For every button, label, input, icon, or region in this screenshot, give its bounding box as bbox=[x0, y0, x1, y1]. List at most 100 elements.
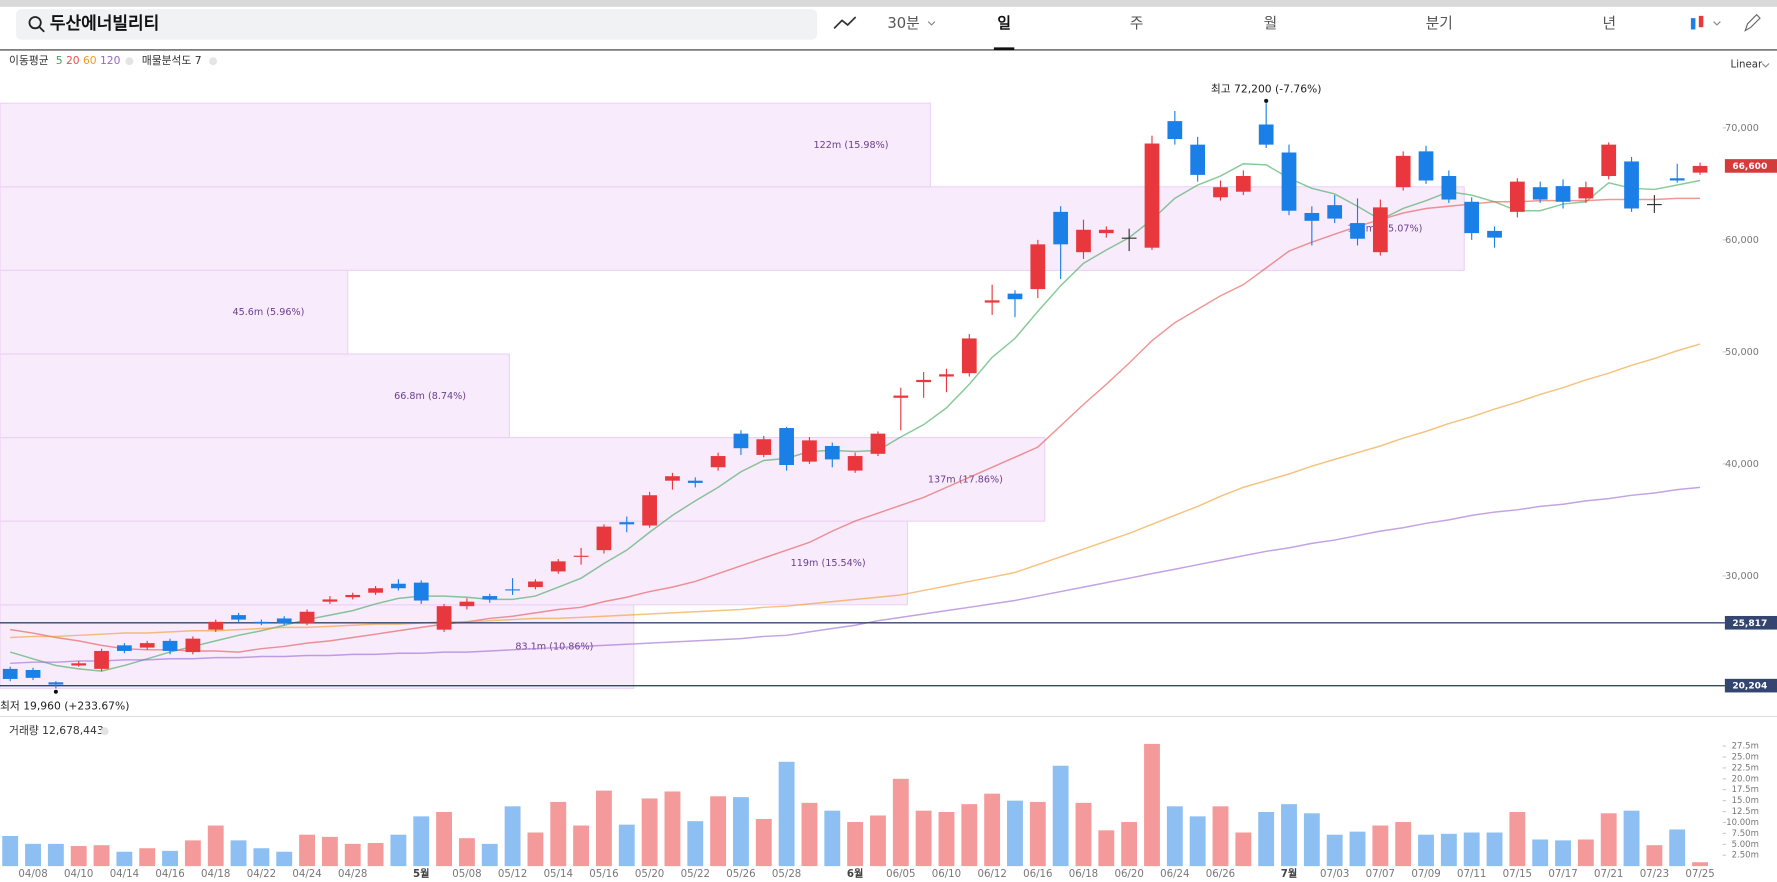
volume-bar bbox=[1509, 811, 1526, 867]
volume-bar bbox=[1303, 813, 1320, 867]
candle-body bbox=[1464, 201, 1480, 234]
x-tick-label: 07/23 bbox=[1640, 869, 1669, 880]
volume-bar bbox=[1121, 822, 1138, 867]
volume-bar bbox=[1577, 839, 1594, 867]
volume-bar bbox=[961, 804, 978, 867]
volume-label: 거래량 12,678,443 bbox=[9, 724, 104, 737]
volume-bar bbox=[93, 845, 110, 867]
volume-bar bbox=[733, 797, 749, 867]
candle-body bbox=[2, 668, 18, 679]
volume-bar bbox=[139, 848, 156, 867]
candle-body bbox=[1647, 204, 1662, 206]
candle-body bbox=[185, 638, 201, 653]
candle-body bbox=[1007, 293, 1023, 300]
volume-bar bbox=[116, 851, 133, 867]
y-tick-label: 70,000 bbox=[1725, 123, 1759, 134]
period-tab[interactable]: 일 bbox=[997, 15, 1011, 32]
candle-body bbox=[1532, 187, 1548, 200]
x-tick-label: 7월 bbox=[1281, 867, 1297, 880]
x-tick-label: 05/20 bbox=[635, 869, 664, 880]
profile-value-label: 119m (15.54%) bbox=[791, 558, 866, 569]
candle-body bbox=[299, 611, 315, 623]
volume-tick-label: 22.5m bbox=[1732, 763, 1759, 773]
interval-select[interactable]: 30분 bbox=[887, 15, 919, 32]
candle-body bbox=[1258, 124, 1274, 145]
x-tick-label: 05/26 bbox=[726, 869, 755, 880]
draw-icon[interactable] bbox=[1744, 13, 1761, 32]
volume-bar bbox=[458, 838, 475, 867]
extreme-annotation: 최고 72,200 (-7.76%) bbox=[1211, 83, 1322, 96]
volume-bar bbox=[1235, 832, 1252, 867]
candle-body bbox=[1350, 223, 1365, 239]
candle-body bbox=[117, 645, 132, 651]
volume-bar bbox=[413, 816, 430, 867]
volume-bar bbox=[1555, 840, 1571, 867]
volume-tick-label: 5.00m bbox=[1732, 840, 1759, 850]
candle-body bbox=[94, 650, 109, 669]
candle-body bbox=[1692, 165, 1708, 173]
candle-body bbox=[505, 589, 520, 591]
candle-body bbox=[231, 615, 246, 620]
volume-tick-label: 25.0m bbox=[1732, 752, 1759, 762]
remove-icon bbox=[125, 57, 134, 66]
x-tick-label: 06/18 bbox=[1069, 869, 1098, 880]
period-tab[interactable]: 월 bbox=[1264, 15, 1278, 32]
candle-body bbox=[413, 582, 429, 601]
x-tick-label: 05/12 bbox=[498, 869, 527, 880]
volume-bar bbox=[1532, 839, 1549, 867]
period-tab[interactable]: 분기 bbox=[1426, 15, 1453, 32]
candle-body bbox=[1418, 151, 1434, 181]
volume-bar bbox=[1189, 816, 1206, 867]
x-tick-label: 07/21 bbox=[1594, 869, 1623, 880]
candle-body bbox=[322, 599, 338, 602]
profile-value-label: 122m (15.98%) bbox=[814, 140, 889, 151]
x-tick-label: 04/24 bbox=[292, 869, 321, 880]
moving-average-line bbox=[10, 486, 1701, 665]
volume-bar bbox=[1098, 830, 1115, 867]
legend-entry: 20 bbox=[66, 54, 80, 67]
candle-body bbox=[893, 395, 909, 398]
candle-body bbox=[1624, 161, 1639, 209]
candle-body bbox=[48, 682, 64, 685]
candle-body bbox=[573, 555, 589, 557]
profile-value-label: 66.8m (8.74%) bbox=[394, 391, 466, 402]
volume-profile: 83.1m (10.86%)119m (15.54%)137m (17.86%)… bbox=[0, 102, 1465, 689]
volume-bar bbox=[1692, 862, 1708, 867]
x-tick-label: 05/28 bbox=[772, 869, 801, 880]
volume-bar bbox=[527, 832, 544, 867]
x-tick-label: 04/18 bbox=[201, 869, 230, 880]
chevron bbox=[1713, 21, 1721, 26]
candle-body bbox=[939, 374, 954, 377]
volume-bar bbox=[755, 818, 772, 867]
candle-body bbox=[1441, 176, 1457, 200]
x-tick-label: 06/26 bbox=[1206, 869, 1235, 880]
profile-band bbox=[0, 520, 909, 606]
chevron bbox=[1761, 63, 1770, 68]
candle-body bbox=[870, 433, 886, 454]
x-tick-label: 06/20 bbox=[1114, 869, 1143, 880]
volume-bar bbox=[1281, 804, 1297, 867]
chart-type-icon[interactable] bbox=[1690, 15, 1721, 30]
candle-body bbox=[391, 583, 406, 589]
chevron bbox=[927, 21, 936, 26]
search-box[interactable] bbox=[15, 9, 818, 40]
x-tick-label: 07/15 bbox=[1503, 869, 1532, 880]
volume-tick-label: 15.0m bbox=[1732, 796, 1759, 806]
candle-body bbox=[276, 618, 292, 623]
candle-body bbox=[1395, 155, 1411, 188]
x-tick-label: 04/10 bbox=[64, 869, 93, 880]
legend-entry: 5 bbox=[56, 54, 63, 67]
period-tab[interactable]: 년 bbox=[1603, 15, 1617, 32]
volume-bar bbox=[573, 825, 590, 867]
candle-body bbox=[1053, 211, 1069, 245]
indicator-icon[interactable] bbox=[833, 16, 857, 29]
candle-body bbox=[1304, 212, 1320, 221]
candle-body bbox=[482, 596, 498, 600]
candle-body bbox=[1578, 187, 1594, 199]
candle-body bbox=[1372, 207, 1388, 253]
period-tab[interactable]: 주 bbox=[1130, 15, 1144, 32]
scale-toggle[interactable]: Linear bbox=[1731, 60, 1763, 71]
search-text[interactable]: 두산에너빌리티 bbox=[50, 14, 159, 34]
volume-bar bbox=[1007, 800, 1023, 867]
